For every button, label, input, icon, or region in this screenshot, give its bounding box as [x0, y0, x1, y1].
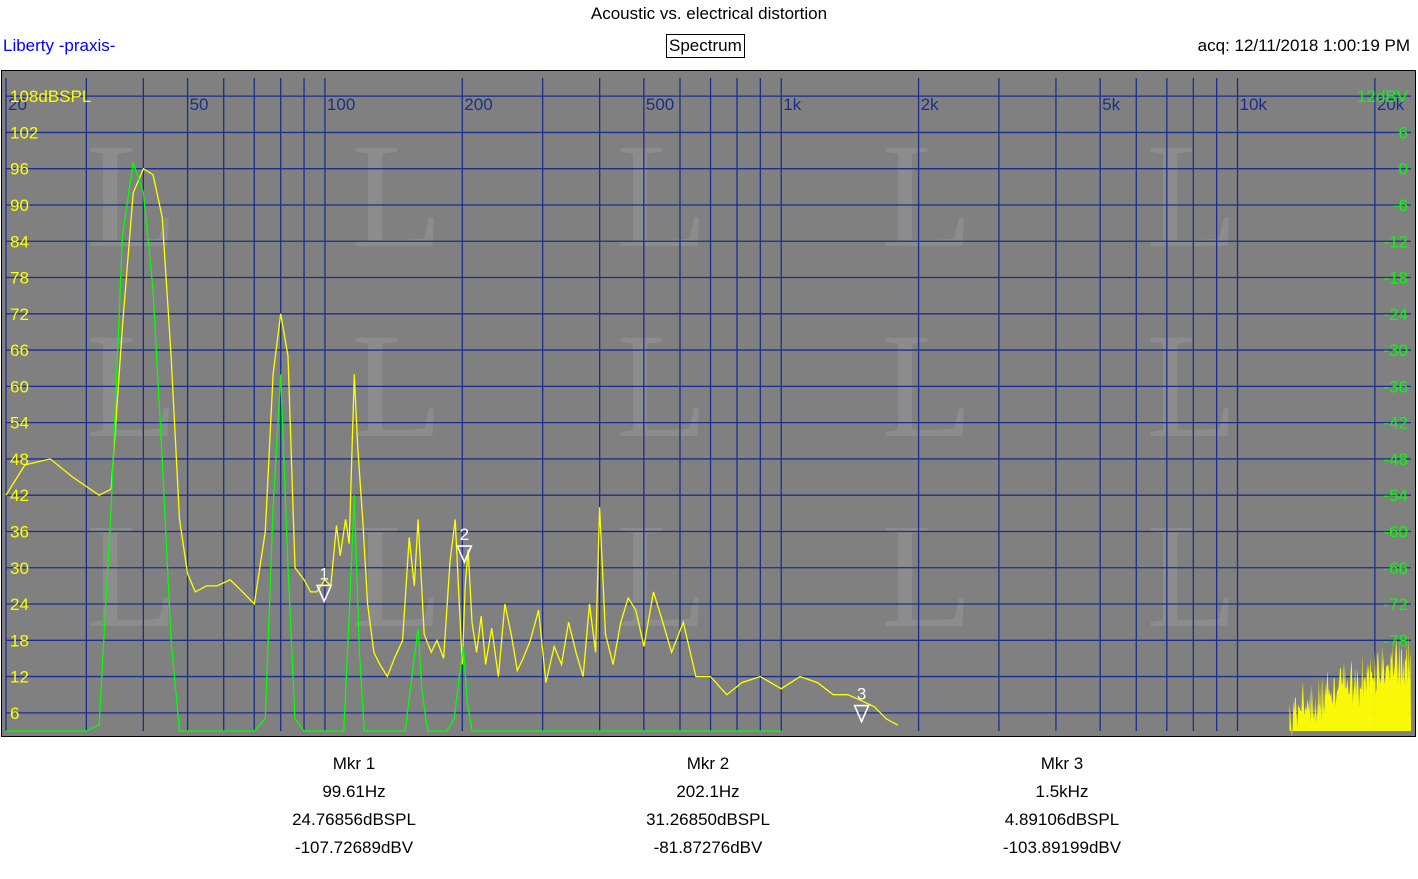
y-left-tick-label: 36: [10, 522, 29, 541]
y-right-tick-label: -60: [1383, 522, 1408, 541]
marker-3-spl: 4.89106dBSPL: [1004, 810, 1120, 829]
y-right-tick-label: -72: [1383, 595, 1408, 614]
x-tick-label: 20k: [1377, 95, 1405, 114]
spectrum-chart[interactable]: L L L L LL L L L LL L L L L20 50 100 200 500 1k 2k 5k 10k 20k…: [2, 71, 1415, 736]
marker-3-dbv: -103.89199dBV: [1002, 838, 1122, 857]
watermark-logo: L: [1146, 493, 1238, 659]
x-tick-label: 50: [190, 95, 209, 114]
marker-3-freq: 1.5kHz: [1035, 782, 1089, 801]
watermark-logo: L: [616, 113, 708, 279]
y-left-tick-label: 54: [10, 414, 29, 433]
y-right-tick-label: -12: [1383, 232, 1408, 251]
x-tick-label: 2k: [921, 95, 939, 114]
marker-3-triangle[interactable]: [853, 704, 870, 724]
x-tick-label: 5k: [1102, 95, 1120, 114]
watermark-logo: L: [86, 113, 178, 279]
y-left-tick-label: 24: [10, 595, 29, 614]
watermark-logo: L: [86, 493, 178, 659]
y-right-tick-label: -6: [1393, 196, 1408, 215]
x-tick-label: 500: [646, 95, 674, 114]
x-tick-label: 100: [327, 95, 355, 114]
y-left-tick-label: 6: [10, 704, 19, 723]
y-left-tick-label: 108dBSPL: [10, 87, 91, 106]
y-left-tick-label: 60: [10, 377, 29, 396]
y-left-tick-label: 84: [10, 232, 29, 251]
marker-1-dbv: -107.72689dBV: [294, 838, 414, 857]
watermark-logo: L: [351, 113, 443, 279]
marker-1-freq: 99.61Hz: [322, 782, 386, 801]
plot-background: [2, 71, 1415, 736]
yellow-acoustic-trace[interactable]: [5, 167, 899, 726]
y-right-tick-label: 0: [1399, 160, 1408, 179]
y-right-tick-label: -54: [1383, 486, 1408, 505]
y-left-tick-label: 72: [10, 305, 29, 324]
green-electrical-trace[interactable]: [6, 162, 782, 732]
y-left-tick-label: 18: [10, 631, 29, 650]
yellow-hf-noise: [1289, 634, 1411, 736]
y-right-tick-label: -66: [1383, 559, 1408, 578]
chart-title: Acoustic vs. electrical distortion: [590, 4, 828, 23]
app-label: Liberty -praxis-: [3, 36, 116, 55]
acquisition-timestamp: acq: 12/11/2018 1:00:19 PM: [1197, 36, 1410, 55]
y-right-tick-label: -18: [1383, 269, 1408, 288]
marker-3-readout: Mkr 3 1.5kHz 4.89106dBSPL -103.89199dBV: [942, 752, 1182, 864]
x-tick-label: 1k: [783, 95, 801, 114]
chart-frame: L L L L L L L L L L L L L L L 20 50 100 200 500 1k 2k 5k 10k 20k…: [1, 70, 1416, 737]
x-tick-label: 20: [8, 95, 27, 114]
y-right-tick-label: -24: [1383, 305, 1408, 324]
y-left-tick-label: 96: [10, 160, 29, 179]
marker-3-label: Mkr 3: [1040, 754, 1084, 773]
y-left-tick-label: 102: [10, 123, 38, 142]
y-left-tick-label: 66: [10, 341, 29, 360]
watermark-logo: L: [351, 493, 443, 659]
y-right-tick-label: -36: [1383, 377, 1408, 396]
y-left-tick-label: 30: [10, 559, 29, 578]
y-left-tick-label: 90: [10, 196, 29, 215]
watermark-logo: L: [881, 113, 973, 279]
marker-2-readout: Mkr 2 202.1Hz 31.26850dBSPL -81.87276dBV: [588, 752, 828, 864]
y-left-tick-label: 48: [10, 450, 29, 469]
marker-1-label: Mkr 1: [332, 754, 376, 773]
marker-3-number: 3: [857, 685, 866, 704]
watermark-logo: L: [881, 493, 973, 659]
y-left-tick-label: 12: [10, 668, 29, 687]
mode-label[interactable]: Spectrum: [666, 34, 745, 58]
y-left-tick-label: 42: [10, 486, 29, 505]
marker-2-label: Mkr 2: [686, 754, 730, 773]
y-right-tick-label: -42: [1383, 414, 1408, 433]
marker-2-freq: 202.1Hz: [676, 782, 740, 801]
marker-2-triangle[interactable]: [456, 545, 473, 565]
x-tick-label: 10k: [1240, 95, 1268, 114]
x-tick-label: 200: [464, 95, 492, 114]
marker-2-spl: 31.26850dBSPL: [646, 810, 770, 829]
y-right-tick-label: 6: [1399, 123, 1408, 142]
y-left-tick-label: 78: [10, 269, 29, 288]
y-right-tick-label: 12dBV: [1357, 87, 1409, 106]
y-right-tick-label: -48: [1383, 450, 1408, 469]
y-right-tick-label: -78: [1383, 631, 1408, 650]
marker-1-triangle[interactable]: [315, 584, 333, 604]
marker-2-number: 2: [460, 525, 469, 544]
y-right-tick-label: -30: [1383, 341, 1408, 360]
marker-1-spl: 24.76856dBSPL: [292, 810, 416, 829]
marker-1-number: 1: [319, 564, 328, 583]
watermark-logo: L: [1146, 113, 1238, 279]
marker-2-dbv: -81.87276dBV: [653, 838, 763, 857]
marker-1-readout: Mkr 1 99.61Hz 24.76856dBSPL -107.72689dB…: [234, 752, 474, 864]
watermark-logo: L: [616, 493, 708, 659]
